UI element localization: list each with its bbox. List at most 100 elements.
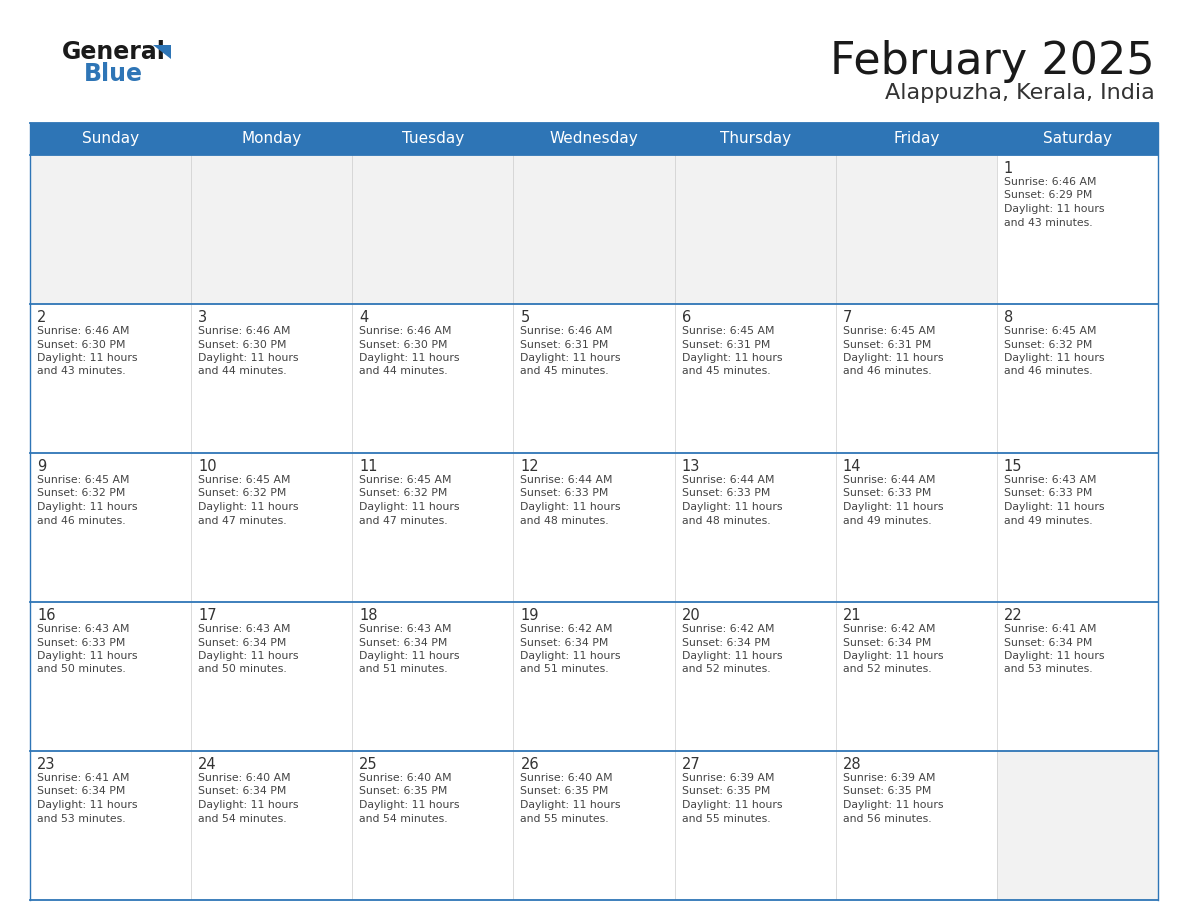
Text: Sunrise: 6:43 AM: Sunrise: 6:43 AM <box>359 624 451 634</box>
Text: and 55 minutes.: and 55 minutes. <box>682 813 770 823</box>
Text: 26: 26 <box>520 757 539 772</box>
Text: 21: 21 <box>842 608 861 623</box>
Text: Sunrise: 6:45 AM: Sunrise: 6:45 AM <box>37 475 129 485</box>
Text: Daylight: 11 hours: Daylight: 11 hours <box>198 800 298 810</box>
Text: Sunset: 6:34 PM: Sunset: 6:34 PM <box>520 637 608 647</box>
Text: Wednesday: Wednesday <box>550 131 638 147</box>
Text: 9: 9 <box>37 459 46 474</box>
Text: 28: 28 <box>842 757 861 772</box>
Text: Sunrise: 6:45 AM: Sunrise: 6:45 AM <box>682 326 775 336</box>
Bar <box>513 155 675 304</box>
Text: Sunset: 6:32 PM: Sunset: 6:32 PM <box>37 488 126 498</box>
Text: Sunrise: 6:46 AM: Sunrise: 6:46 AM <box>520 326 613 336</box>
Text: 1: 1 <box>1004 161 1013 176</box>
Bar <box>30 751 1158 900</box>
Bar <box>675 155 835 304</box>
Text: Monday: Monday <box>241 131 302 147</box>
Bar <box>30 304 1158 453</box>
Text: 24: 24 <box>198 757 216 772</box>
Text: and 47 minutes.: and 47 minutes. <box>359 516 448 525</box>
Text: Daylight: 11 hours: Daylight: 11 hours <box>682 800 782 810</box>
Text: 11: 11 <box>359 459 378 474</box>
Text: Daylight: 11 hours: Daylight: 11 hours <box>359 651 460 661</box>
Text: Alappuzha, Kerala, India: Alappuzha, Kerala, India <box>885 83 1155 103</box>
Text: 3: 3 <box>198 310 207 325</box>
Text: Sunset: 6:34 PM: Sunset: 6:34 PM <box>198 637 286 647</box>
Text: and 56 minutes.: and 56 minutes. <box>842 813 931 823</box>
Text: Sunset: 6:33 PM: Sunset: 6:33 PM <box>520 488 608 498</box>
Text: 27: 27 <box>682 757 700 772</box>
Text: Sunrise: 6:45 AM: Sunrise: 6:45 AM <box>1004 326 1097 336</box>
Text: Sunset: 6:34 PM: Sunset: 6:34 PM <box>1004 637 1092 647</box>
Bar <box>30 155 1158 304</box>
Text: Daylight: 11 hours: Daylight: 11 hours <box>1004 353 1105 363</box>
Text: Daylight: 11 hours: Daylight: 11 hours <box>842 651 943 661</box>
Text: Sunset: 6:33 PM: Sunset: 6:33 PM <box>1004 488 1092 498</box>
Text: Sunset: 6:32 PM: Sunset: 6:32 PM <box>1004 340 1092 350</box>
Text: Daylight: 11 hours: Daylight: 11 hours <box>359 353 460 363</box>
Text: Sunrise: 6:43 AM: Sunrise: 6:43 AM <box>1004 475 1097 485</box>
Text: Daylight: 11 hours: Daylight: 11 hours <box>520 502 621 512</box>
Text: Sunrise: 6:46 AM: Sunrise: 6:46 AM <box>37 326 129 336</box>
Text: 12: 12 <box>520 459 539 474</box>
Text: 6: 6 <box>682 310 690 325</box>
Text: 15: 15 <box>1004 459 1023 474</box>
Text: and 50 minutes.: and 50 minutes. <box>198 665 286 675</box>
Bar <box>353 155 513 304</box>
Text: and 49 minutes.: and 49 minutes. <box>1004 516 1093 525</box>
Text: Sunset: 6:30 PM: Sunset: 6:30 PM <box>37 340 126 350</box>
Text: Sunrise: 6:39 AM: Sunrise: 6:39 AM <box>842 773 935 783</box>
Text: and 44 minutes.: and 44 minutes. <box>359 366 448 376</box>
Text: Sunset: 6:32 PM: Sunset: 6:32 PM <box>359 488 448 498</box>
Text: Sunrise: 6:46 AM: Sunrise: 6:46 AM <box>359 326 451 336</box>
Text: Sunset: 6:34 PM: Sunset: 6:34 PM <box>842 637 931 647</box>
Text: 5: 5 <box>520 310 530 325</box>
Text: Daylight: 11 hours: Daylight: 11 hours <box>520 800 621 810</box>
Text: and 43 minutes.: and 43 minutes. <box>37 366 126 376</box>
Text: Daylight: 11 hours: Daylight: 11 hours <box>198 651 298 661</box>
Text: and 44 minutes.: and 44 minutes. <box>198 366 286 376</box>
Text: 7: 7 <box>842 310 852 325</box>
Text: Daylight: 11 hours: Daylight: 11 hours <box>682 502 782 512</box>
Text: Sunset: 6:34 PM: Sunset: 6:34 PM <box>359 637 448 647</box>
Text: Daylight: 11 hours: Daylight: 11 hours <box>1004 502 1105 512</box>
Text: Sunrise: 6:46 AM: Sunrise: 6:46 AM <box>1004 177 1097 187</box>
Text: Sunrise: 6:40 AM: Sunrise: 6:40 AM <box>520 773 613 783</box>
Text: Daylight: 11 hours: Daylight: 11 hours <box>37 502 138 512</box>
Text: Thursday: Thursday <box>720 131 791 147</box>
Text: Sunrise: 6:40 AM: Sunrise: 6:40 AM <box>359 773 451 783</box>
Text: Sunset: 6:33 PM: Sunset: 6:33 PM <box>842 488 931 498</box>
Text: 16: 16 <box>37 608 56 623</box>
Text: Sunrise: 6:41 AM: Sunrise: 6:41 AM <box>37 773 129 783</box>
Text: Sunrise: 6:45 AM: Sunrise: 6:45 AM <box>359 475 451 485</box>
Bar <box>30 155 191 304</box>
Text: Daylight: 11 hours: Daylight: 11 hours <box>359 502 460 512</box>
Text: Sunset: 6:29 PM: Sunset: 6:29 PM <box>1004 191 1092 200</box>
Text: Sunset: 6:34 PM: Sunset: 6:34 PM <box>682 637 770 647</box>
Text: Sunset: 6:33 PM: Sunset: 6:33 PM <box>682 488 770 498</box>
Text: Daylight: 11 hours: Daylight: 11 hours <box>37 800 138 810</box>
Text: and 51 minutes.: and 51 minutes. <box>359 665 448 675</box>
Text: Sunset: 6:35 PM: Sunset: 6:35 PM <box>520 787 608 797</box>
Text: Sunset: 6:34 PM: Sunset: 6:34 PM <box>37 787 126 797</box>
Text: and 48 minutes.: and 48 minutes. <box>682 516 770 525</box>
Text: Sunset: 6:31 PM: Sunset: 6:31 PM <box>842 340 931 350</box>
Text: 14: 14 <box>842 459 861 474</box>
Text: Sunrise: 6:44 AM: Sunrise: 6:44 AM <box>682 475 775 485</box>
Text: 18: 18 <box>359 608 378 623</box>
Text: and 43 minutes.: and 43 minutes. <box>1004 218 1093 228</box>
Text: Daylight: 11 hours: Daylight: 11 hours <box>1004 204 1105 214</box>
Text: Sunset: 6:30 PM: Sunset: 6:30 PM <box>359 340 448 350</box>
Bar <box>30 602 1158 751</box>
Text: and 50 minutes.: and 50 minutes. <box>37 665 126 675</box>
Text: Sunset: 6:31 PM: Sunset: 6:31 PM <box>520 340 608 350</box>
Text: and 54 minutes.: and 54 minutes. <box>359 813 448 823</box>
Text: Sunrise: 6:43 AM: Sunrise: 6:43 AM <box>37 624 129 634</box>
Text: Tuesday: Tuesday <box>402 131 465 147</box>
Text: Daylight: 11 hours: Daylight: 11 hours <box>842 353 943 363</box>
Text: and 51 minutes.: and 51 minutes. <box>520 665 609 675</box>
Text: 19: 19 <box>520 608 539 623</box>
Text: Daylight: 11 hours: Daylight: 11 hours <box>682 353 782 363</box>
Text: Sunset: 6:34 PM: Sunset: 6:34 PM <box>198 787 286 797</box>
Text: Daylight: 11 hours: Daylight: 11 hours <box>520 651 621 661</box>
